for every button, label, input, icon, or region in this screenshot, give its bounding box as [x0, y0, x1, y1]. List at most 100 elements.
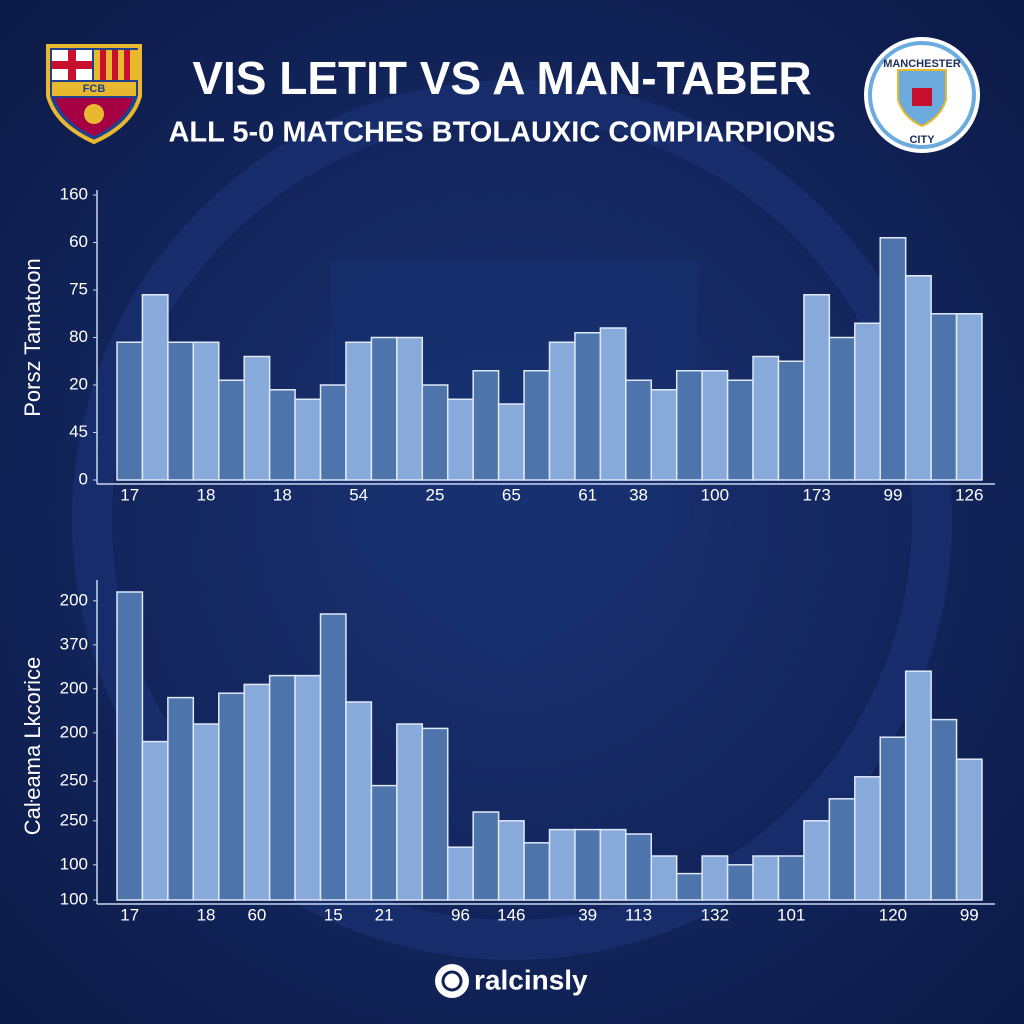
bar — [345, 341, 373, 481]
bar — [625, 833, 653, 901]
bar — [828, 336, 856, 481]
y-tick-label: 100 — [60, 889, 88, 908]
bar — [268, 389, 296, 481]
bar — [574, 828, 602, 901]
bar — [879, 736, 907, 901]
bar — [294, 398, 322, 481]
bar — [243, 355, 271, 481]
bar — [726, 379, 754, 481]
left-logo: FCB — [46, 44, 142, 145]
y-tick-label: 250 — [60, 771, 88, 790]
bar — [192, 723, 220, 901]
footer-logo — [435, 964, 469, 998]
right-logo: MANCHESTER CITY — [864, 37, 980, 153]
bar — [675, 872, 703, 901]
bar — [752, 355, 780, 481]
x-tick-label: 96 — [451, 905, 470, 924]
bar — [497, 820, 525, 901]
y-tick-label: 45 — [69, 422, 88, 441]
x-tick-label: 126 — [955, 485, 983, 504]
x-tick-label: 18 — [197, 485, 216, 504]
bar — [955, 313, 983, 481]
bar — [599, 327, 627, 481]
bar — [294, 674, 322, 901]
x-tick-label: 61 — [578, 485, 597, 504]
bar — [955, 758, 983, 901]
x-tick-label: 25 — [426, 485, 445, 504]
watermark — [72, 80, 952, 960]
bar — [370, 784, 398, 901]
bar — [930, 718, 958, 901]
bar — [777, 855, 805, 901]
bar — [650, 389, 678, 481]
x-tick-label: 17 — [120, 905, 139, 924]
x-tick-label: 54 — [349, 485, 368, 504]
x-tick-label: 39 — [578, 905, 597, 924]
subtitle: ALL 5-0 MATCHES BTOLAUXIC COMPIARPIONS — [168, 117, 835, 149]
x-tick-label: 21 — [375, 905, 394, 924]
y-tick-label: 60 — [69, 232, 88, 251]
y-tick-label: 200 — [60, 722, 88, 741]
bar — [828, 798, 856, 901]
bar — [548, 341, 576, 481]
x-tick-label: 120 — [879, 905, 907, 924]
bar — [446, 398, 474, 481]
bar — [904, 275, 932, 481]
bar — [141, 294, 169, 481]
bar — [701, 855, 729, 901]
bar — [650, 855, 678, 901]
bar — [345, 701, 373, 901]
logo-text: MANCHESTER — [883, 58, 961, 70]
y-axis-label: Porsz Tamatoon — [20, 258, 45, 417]
bar — [675, 370, 703, 481]
bar — [167, 341, 195, 481]
bar — [904, 670, 932, 901]
bar — [218, 379, 245, 481]
logo-text: FCB — [83, 83, 106, 95]
bar — [370, 336, 398, 481]
bar — [472, 811, 500, 901]
x-tick-label: 65 — [502, 485, 521, 504]
bar — [446, 846, 474, 901]
bar — [854, 776, 881, 901]
y-tick-label: 250 — [60, 810, 88, 829]
bar — [421, 384, 449, 481]
x-tick-label: 100 — [701, 485, 729, 504]
bar — [548, 828, 576, 901]
x-tick-label: 101 — [777, 905, 805, 924]
bar — [701, 370, 729, 481]
bar — [930, 313, 958, 481]
bar — [396, 723, 424, 901]
bar — [879, 237, 907, 481]
bar — [854, 322, 881, 481]
bar — [167, 696, 195, 901]
bar — [243, 683, 271, 901]
x-tick-label: 113 — [625, 905, 652, 924]
bar — [319, 384, 347, 481]
bar — [319, 613, 347, 901]
x-tick-label: 18 — [273, 485, 292, 504]
bar — [218, 692, 245, 901]
bar — [574, 332, 602, 481]
bar — [803, 294, 831, 481]
bar — [421, 727, 449, 901]
y-tick-label: 370 — [60, 634, 88, 653]
y-tick-label: 20 — [69, 374, 88, 393]
bar — [523, 842, 551, 901]
bar — [726, 864, 754, 901]
x-tick-label: 99 — [883, 485, 902, 504]
x-tick-label: 146 — [497, 905, 525, 924]
y-axis-label: Caŀeama Lkcorice — [20, 657, 45, 836]
y-tick-label: 160 — [60, 184, 88, 203]
y-tick-label: 0 — [79, 469, 88, 488]
bar — [192, 341, 220, 481]
y-tick-label: 200 — [60, 590, 88, 609]
logo-text: CITY — [909, 134, 935, 146]
x-tick-label: 99 — [960, 905, 979, 924]
bar — [396, 336, 424, 481]
y-tick-label: 100 — [60, 854, 88, 873]
y-tick-label: 80 — [69, 327, 88, 346]
bar — [497, 403, 525, 481]
x-tick-label: 60 — [247, 905, 266, 924]
